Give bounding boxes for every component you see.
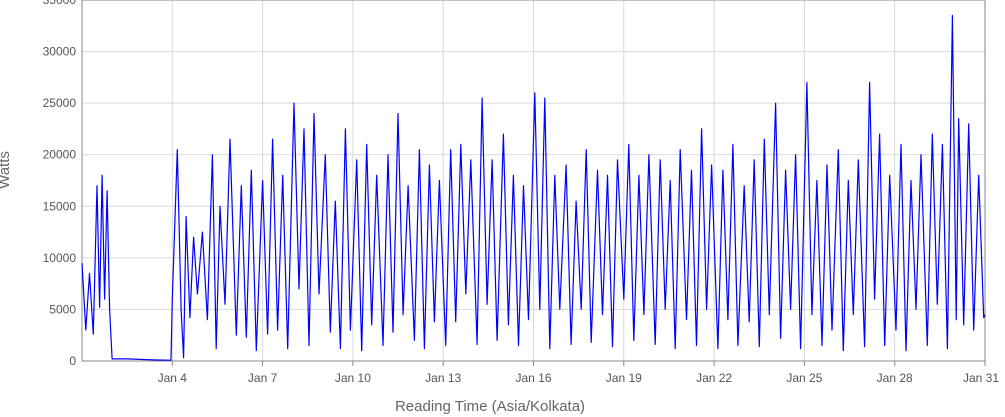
x-tick-label: Jan 7	[248, 371, 278, 385]
x-axis-title: Reading Time (Asia/Kolkata)	[395, 398, 585, 415]
x-tick-label: Jan 28	[877, 371, 913, 385]
y-tick-label: 5000	[49, 302, 76, 316]
series-line-watts	[81, 14, 986, 361]
y-axis-title: Watts	[0, 151, 13, 189]
y-tick-label: 15000	[43, 199, 77, 213]
y-tick-label: 20000	[43, 148, 77, 162]
y-tick-label: 30000	[43, 45, 77, 59]
x-tick-label: Jan 16	[515, 371, 551, 385]
y-axis-ticks: 0 5000 10000 15000 20000 25000 30000 35000	[43, 0, 77, 368]
x-tick-label: Jan 25	[786, 371, 822, 385]
x-tick-label: Jan 10	[335, 371, 371, 385]
y-tick-label: 35000	[43, 0, 77, 7]
y-tick-label: 0	[69, 354, 76, 368]
x-tick-label: Jan 31	[963, 371, 999, 385]
x-tick-label: Jan 13	[425, 371, 461, 385]
y-tick-label: 10000	[43, 251, 77, 265]
x-tick-label: Jan 19	[606, 371, 642, 385]
x-axis-ticks: Jan 4 Jan 7 Jan 10 Jan 13 Jan 16 Jan 19 Jan 22…	[158, 361, 999, 385]
x-tick-label: Jan 22	[696, 371, 732, 385]
y-tick-label: 25000	[43, 96, 77, 110]
x-tick-label: Jan 4	[158, 371, 188, 385]
